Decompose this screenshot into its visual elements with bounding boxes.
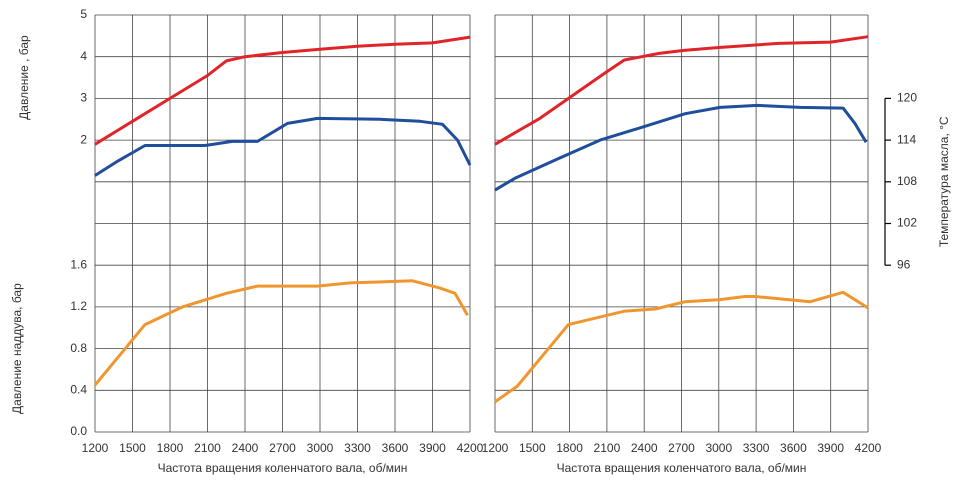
y2-tick-label: 0.0: [70, 424, 87, 438]
x-tick-label: 3900: [817, 441, 844, 455]
x-tick-label: 3600: [382, 441, 409, 455]
x-tick-label: 3300: [743, 441, 770, 455]
x-tick-label: 2100: [594, 441, 621, 455]
y2-tick-label: 114: [897, 132, 916, 146]
x-axis-label: Частота вращения коленчатого вала, об/ми…: [557, 461, 807, 475]
y2-tick-label: 120: [897, 91, 917, 105]
x-tick-label: 1200: [82, 441, 109, 455]
x-tick-label: 4200: [855, 441, 882, 455]
x-tick-label: 1500: [119, 441, 146, 455]
y-axis-label: Давление , бар: [17, 35, 31, 120]
x-tick-label: 2100: [194, 441, 221, 455]
x-tick-label: 3300: [344, 441, 371, 455]
y2-axis-label: Температура масла, °C: [937, 116, 951, 247]
x-tick-label: 3000: [307, 441, 334, 455]
y2-tick-label: 0.4: [70, 382, 87, 396]
line-series: [94, 35, 471, 146]
x-tick-label: 1500: [519, 441, 546, 455]
x-tick-label: 2700: [668, 441, 695, 455]
y-tick-label: 3: [80, 91, 87, 105]
x-tick-label: 1800: [556, 441, 583, 455]
x-tick-label: 3600: [780, 441, 807, 455]
y-tick-label: 2: [80, 132, 87, 146]
y2-tick-label: 108: [897, 174, 917, 188]
x-tick-label: 2400: [631, 441, 658, 455]
y-tick-label: 4: [80, 49, 87, 63]
y2-tick-label: 1.6: [70, 257, 87, 271]
line-series: [494, 290, 869, 404]
y2-tick-label: 1.2: [70, 299, 87, 313]
y-tick-label: 5: [80, 7, 87, 21]
x-tick-label: 1800: [157, 441, 184, 455]
line-series: [494, 35, 869, 146]
x-tick-label: 3000: [705, 441, 732, 455]
y2-axis-label: Давление наддува, бар: [10, 283, 24, 414]
y2-tick-label: 0.8: [70, 341, 87, 355]
y2-tick-label: 96: [897, 257, 911, 271]
x-tick-label: 3900: [419, 441, 446, 455]
x-tick-label: 2400: [232, 441, 259, 455]
line-series: [494, 103, 868, 192]
x-tick-label: 4200: [457, 441, 484, 455]
line-series: [93, 279, 469, 387]
x-axis-label: Частота вращения коленчатого вала, об/ми…: [158, 461, 408, 475]
x-tick-label: 1200: [482, 441, 509, 455]
y2-tick-label: 102: [897, 216, 917, 230]
line-series: [94, 116, 472, 177]
x-tick-label: 2700: [269, 441, 296, 455]
